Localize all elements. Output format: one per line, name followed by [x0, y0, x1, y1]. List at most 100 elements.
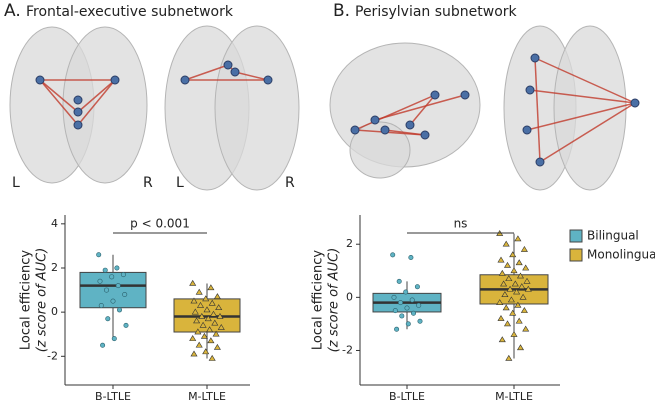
point	[503, 320, 512, 327]
point	[194, 328, 202, 335]
point	[123, 322, 129, 328]
point	[404, 305, 410, 311]
point	[416, 302, 422, 308]
y-tick-label: 2	[51, 261, 58, 274]
point	[514, 235, 522, 242]
point	[97, 278, 103, 284]
point	[396, 278, 402, 284]
point	[417, 318, 423, 324]
point	[390, 252, 396, 258]
x-tick-label: B-LTLE	[389, 390, 425, 403]
point	[215, 304, 223, 311]
point	[399, 313, 405, 319]
point	[502, 304, 510, 311]
hemisphere-label: R	[143, 175, 153, 191]
point	[195, 341, 203, 348]
point	[516, 344, 525, 351]
point	[117, 307, 123, 313]
point	[513, 288, 521, 295]
point	[111, 336, 117, 342]
point	[505, 275, 513, 282]
point	[209, 310, 218, 317]
point	[509, 309, 517, 316]
panel-title: Frontal-executive subnetwork	[26, 4, 234, 20]
point	[522, 325, 530, 332]
point	[497, 315, 505, 321]
point	[509, 251, 517, 258]
hemisphere-label: L	[12, 175, 20, 191]
point	[414, 284, 420, 290]
y-axis-label: (z score of AUC)	[327, 248, 342, 353]
annotation: ns	[454, 217, 468, 231]
brains	[9, 25, 627, 191]
point	[203, 306, 211, 313]
point	[506, 285, 514, 292]
point	[394, 326, 400, 332]
point	[410, 310, 416, 316]
point	[105, 316, 111, 322]
point	[515, 259, 523, 266]
x-tick-label: B-LTLE	[95, 390, 131, 403]
point	[195, 288, 203, 295]
y-tick-label: 0	[51, 305, 58, 318]
point	[190, 297, 198, 304]
legend-swatch	[569, 229, 583, 243]
point	[199, 321, 207, 328]
panel-title: Perisylvian subnetwork	[355, 4, 518, 20]
point	[211, 319, 219, 326]
point	[110, 298, 116, 304]
point	[96, 252, 102, 258]
point	[500, 280, 508, 287]
point	[200, 332, 208, 339]
point	[196, 301, 205, 308]
point	[409, 297, 415, 303]
point	[212, 330, 220, 337]
point	[510, 267, 518, 274]
point	[217, 324, 225, 330]
point	[520, 245, 528, 252]
point	[207, 337, 215, 344]
point	[392, 308, 398, 314]
point	[516, 272, 525, 279]
point	[496, 299, 504, 305]
point	[523, 277, 531, 284]
point	[213, 343, 221, 350]
hemisphere-label: R	[285, 175, 295, 191]
point	[98, 303, 104, 309]
legend-label: Monolingual	[587, 248, 655, 262]
y-tick-label: 0	[346, 290, 353, 303]
point	[520, 307, 528, 313]
panel-label: B.	[333, 1, 350, 21]
point	[405, 321, 411, 327]
hemisphere-label: L	[176, 175, 184, 191]
point	[198, 312, 206, 319]
point	[193, 317, 201, 324]
point	[216, 312, 224, 319]
panel-label: A.	[4, 1, 21, 21]
point	[202, 295, 210, 302]
point	[518, 283, 526, 290]
point	[522, 264, 530, 271]
connections	[39, 57, 636, 163]
point	[403, 289, 409, 295]
point	[515, 317, 523, 324]
point	[501, 291, 509, 297]
point	[104, 287, 110, 293]
point	[391, 294, 397, 300]
point	[498, 336, 506, 343]
point	[120, 272, 126, 278]
y-tick-label: 4	[51, 217, 58, 230]
point	[204, 315, 212, 322]
point	[122, 291, 128, 297]
point	[510, 330, 518, 337]
point	[100, 342, 106, 348]
point	[191, 308, 199, 315]
point	[505, 354, 513, 361]
y-axis-label: Local efficiency	[19, 250, 34, 351]
point	[114, 265, 120, 271]
point	[213, 293, 221, 299]
point	[207, 284, 215, 291]
x-tick-label: M-LTLE	[188, 390, 226, 403]
point	[514, 301, 522, 308]
